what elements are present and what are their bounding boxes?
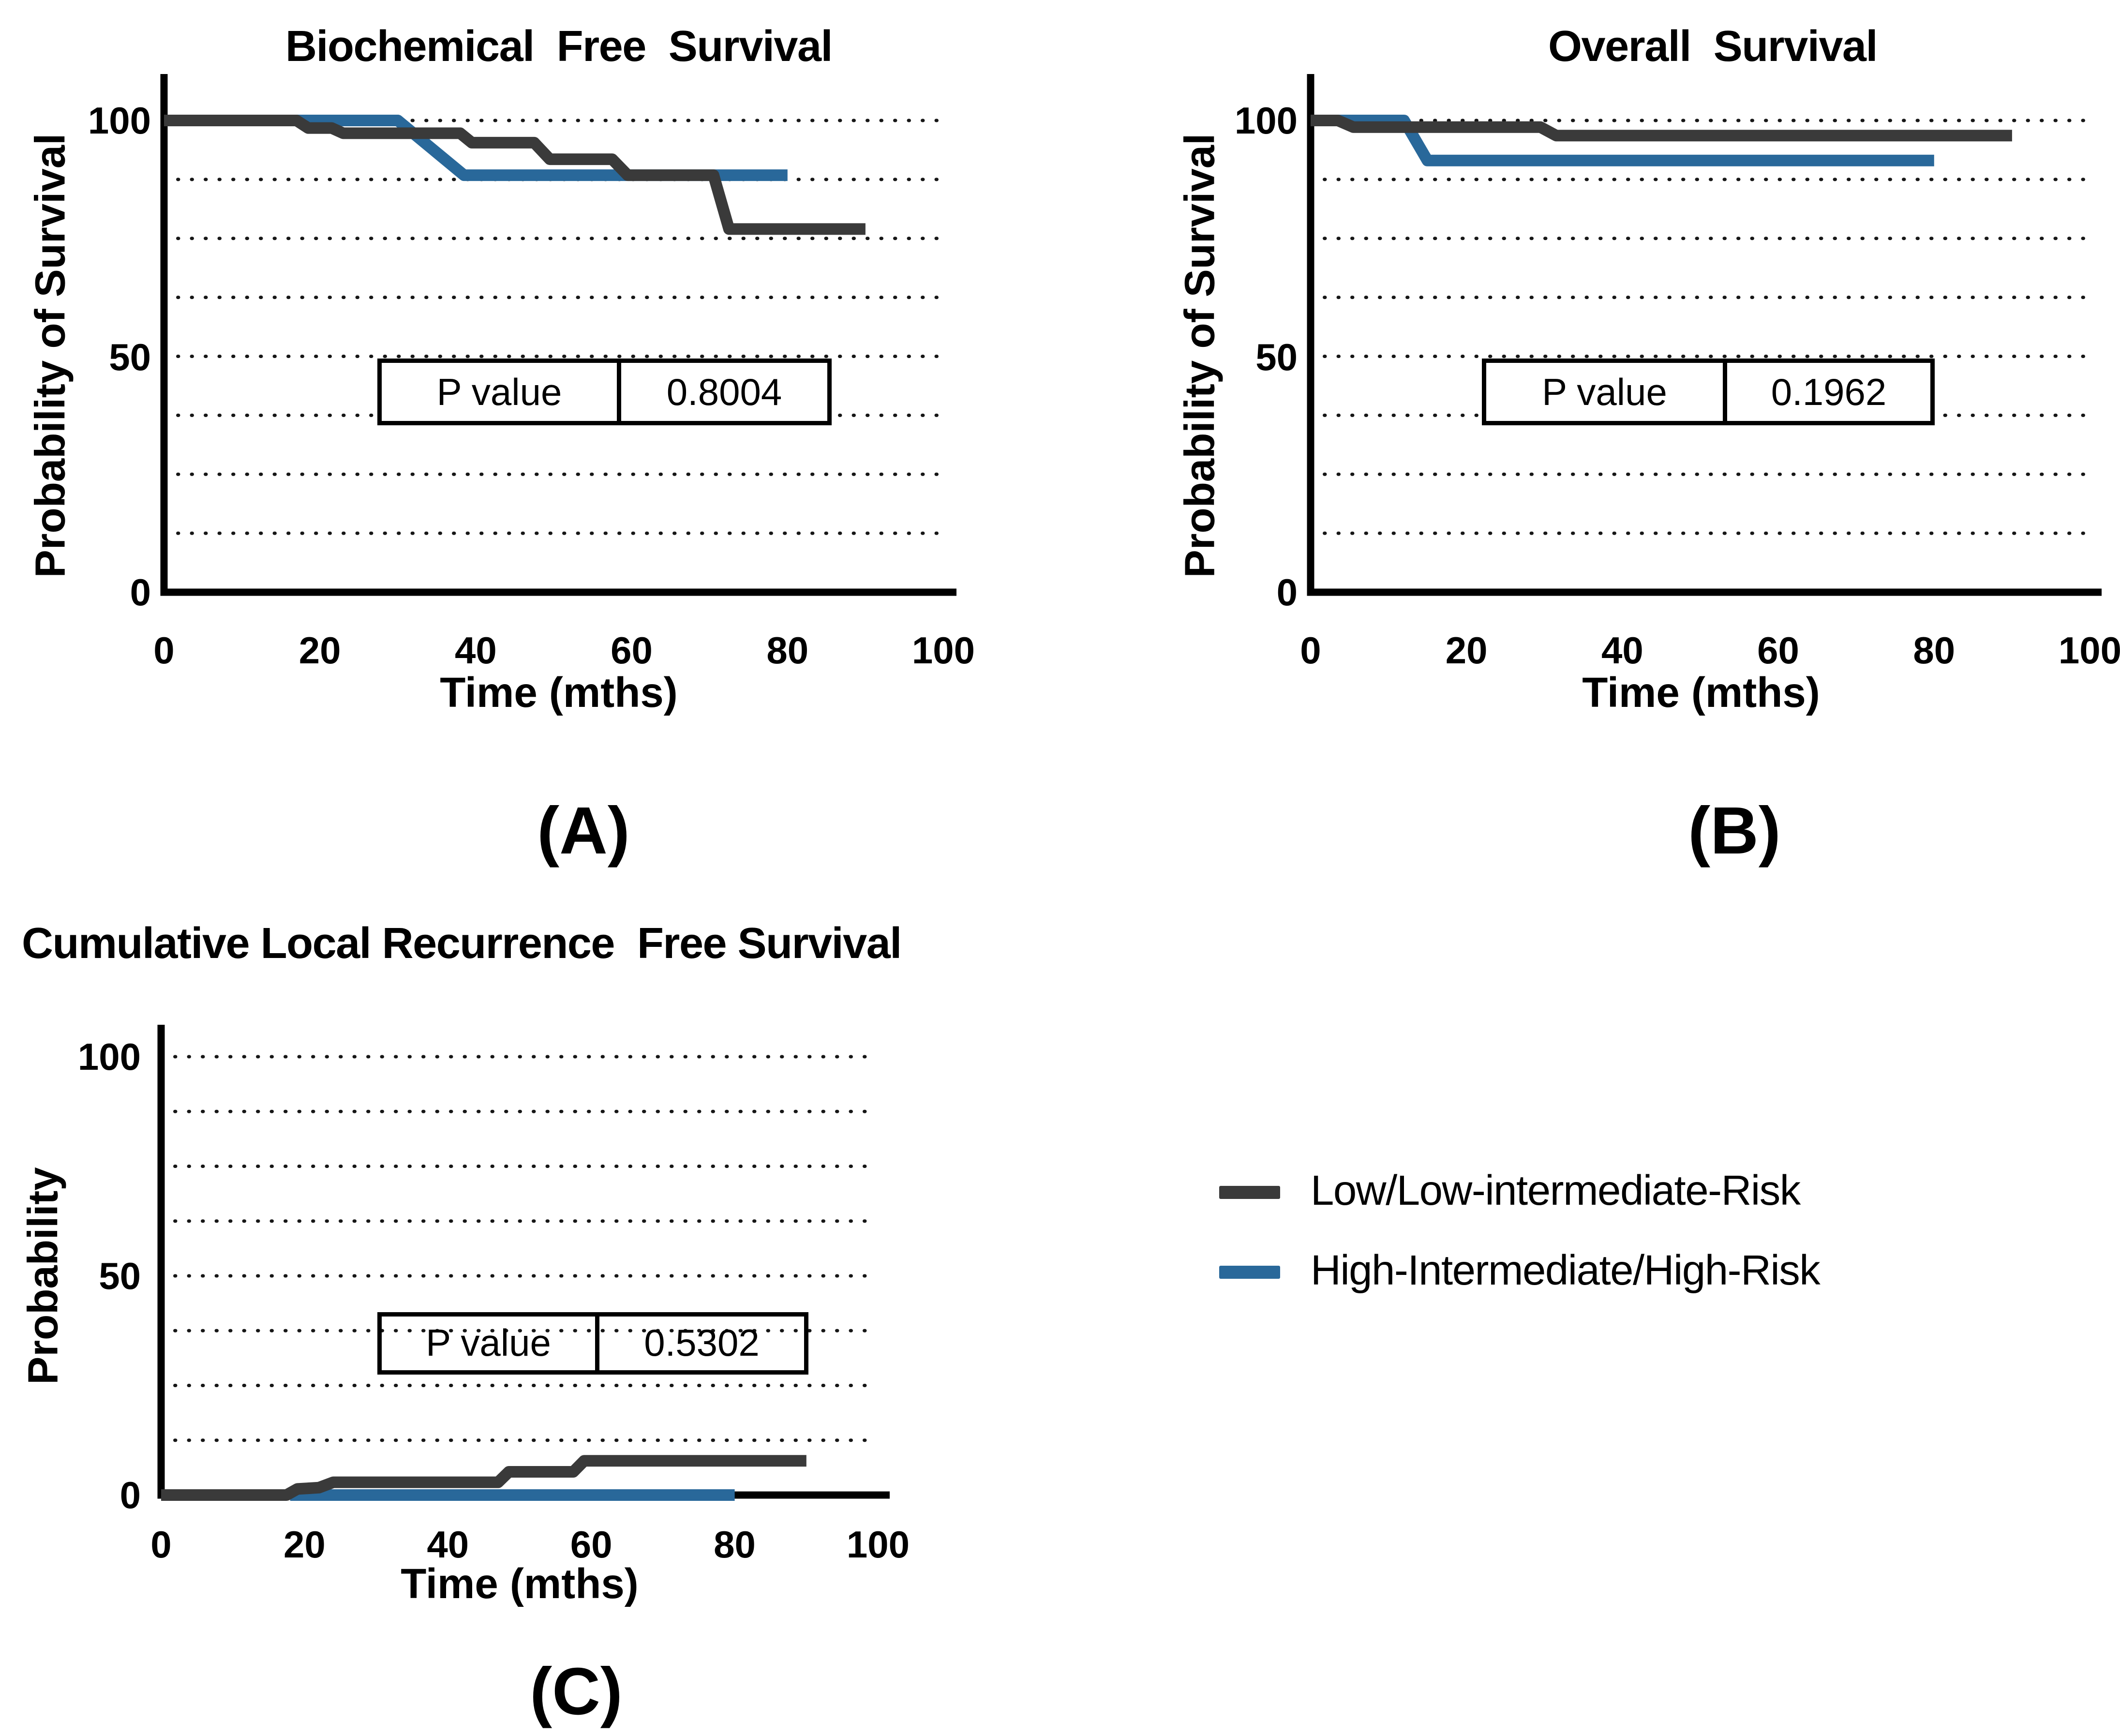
y-tick-label: 50: [99, 1254, 141, 1298]
x-tick-label: 0: [153, 629, 175, 672]
legend-label-low-risk: Low/Low-intermediate-Risk: [1311, 1167, 1801, 1214]
legend-swatch-dark: [1219, 1185, 1280, 1198]
panel-b-letter: (B): [1688, 793, 1781, 868]
panel-a-pvalue-box: P value 0.8004: [377, 359, 832, 425]
x-tick-label: 20: [299, 629, 341, 672]
panel-a-pvalue-number: 0.8004: [666, 369, 782, 413]
panel-b-pvalue-number: 0.1962: [1771, 369, 1887, 413]
panel-b-x-axis-label: Time (mths): [1582, 671, 1820, 717]
x-tick-label: 40: [1601, 629, 1643, 672]
x-tick-label: 60: [570, 1523, 612, 1566]
panel-a-letter: (A): [537, 793, 630, 868]
x-tick-label: 80: [714, 1523, 756, 1566]
x-tick-label: 0: [150, 1523, 172, 1566]
panel-c-x-axis-label: Time (mths): [401, 1562, 639, 1608]
panel-a-pvalue-label: P value: [436, 369, 562, 413]
panel-b-pvalue-divider: [1723, 363, 1727, 421]
panel-b-title: Overall Survival: [1548, 23, 1878, 71]
x-tick-label: 80: [1913, 629, 1956, 672]
y-tick-label: 50: [109, 334, 151, 378]
panel-a-pvalue-divider: [617, 363, 621, 421]
y-tick-label: 0: [1276, 570, 1298, 614]
panel-b-pvalue-box: P value 0.1962: [1482, 359, 1935, 425]
legend-swatch-blue: [1219, 1265, 1280, 1278]
panel-c-pvalue-label: P value: [426, 1321, 551, 1364]
x-tick-label: 40: [455, 629, 497, 672]
panel-c-pvalue-number: 0.5302: [644, 1321, 760, 1364]
y-tick-label: 100: [88, 99, 151, 142]
x-tick-label: 0: [1300, 629, 1321, 672]
legend: Low/Low-intermediate-Risk High-Intermedi…: [1219, 1166, 1821, 1298]
panel-c-title: Cumulative Local Recurrence Free Surviva…: [22, 920, 902, 968]
y-tick-label: 50: [1255, 334, 1298, 378]
panel-a-title: Biochemical Free Survival: [285, 23, 833, 71]
x-tick-label: 100: [911, 629, 975, 672]
x-tick-label: 100: [2058, 629, 2120, 672]
x-tick-label: 80: [766, 629, 809, 672]
x-tick-label: 100: [846, 1523, 910, 1566]
panel-c-pvalue-box: P value 0.5302: [377, 1312, 808, 1375]
x-tick-label: 60: [611, 629, 653, 672]
y-tick-label: 100: [1234, 99, 1298, 142]
panel-c-pvalue-divider: [595, 1317, 599, 1370]
x-tick-label: 60: [1757, 629, 1799, 672]
y-tick-label: 100: [77, 1035, 141, 1078]
x-tick-label: 20: [284, 1523, 326, 1566]
y-tick-label: 0: [130, 570, 151, 614]
legend-item-high-risk: High-Intermediate/High-Risk: [1219, 1245, 1821, 1298]
x-tick-label: 40: [427, 1523, 469, 1566]
panel-b-pvalue-label: P value: [1542, 369, 1667, 413]
legend-item-low-risk: Low/Low-intermediate-Risk: [1219, 1166, 1820, 1218]
panel-c-letter: (C): [530, 1653, 623, 1729]
panel-a-x-axis-label: Time (mths): [440, 671, 678, 717]
x-tick-label: 20: [1445, 629, 1488, 672]
legend-label-high-risk: High-Intermediate/High-Risk: [1311, 1247, 1821, 1294]
y-tick-label: 0: [119, 1473, 141, 1517]
